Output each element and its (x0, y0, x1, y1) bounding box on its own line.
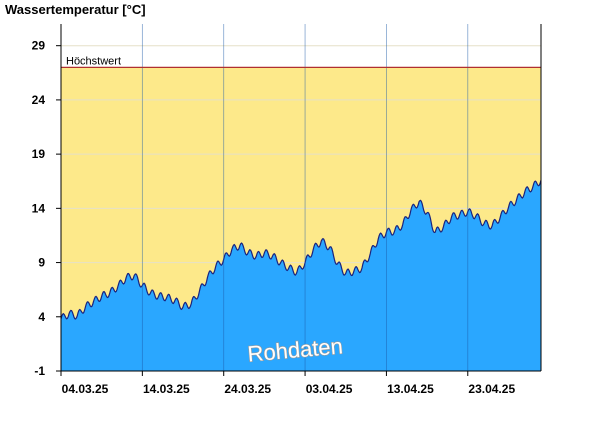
x-tick-label: 03.04.25 (306, 382, 353, 396)
temperature-area (61, 180, 541, 371)
x-tick-label: 13.04.25 (387, 382, 434, 396)
y-tick-label: -1 (34, 364, 45, 378)
x-tick-label: 24.03.25 (224, 382, 271, 396)
chart-title: Wassertemperatur [°C] (5, 2, 146, 17)
x-tick-label: 04.03.25 (62, 382, 109, 396)
axes: 29 24 19 14 9 4 -1 04.03.25 14.03.25 24.03.25 03.0… (32, 24, 542, 396)
temperature-line (60, 180, 542, 320)
x-tick-label: 14.03.25 (143, 382, 190, 396)
y-tick-label: 14 (32, 201, 46, 215)
hoechstwert-label: Höchstwert (66, 55, 121, 67)
x-tick-label: 23.04.25 (468, 382, 515, 396)
y-tick-label: 9 (38, 256, 45, 270)
plot-area: Höchstwert Rohdaten (60, 24, 542, 372)
y-tick-label: 29 (32, 39, 46, 53)
y-tick-label: 4 (38, 310, 45, 324)
rohdaten-watermark: Rohdaten (247, 333, 344, 366)
y-tick-label: 24 (32, 93, 46, 107)
y-tick-label: 19 (32, 147, 46, 161)
